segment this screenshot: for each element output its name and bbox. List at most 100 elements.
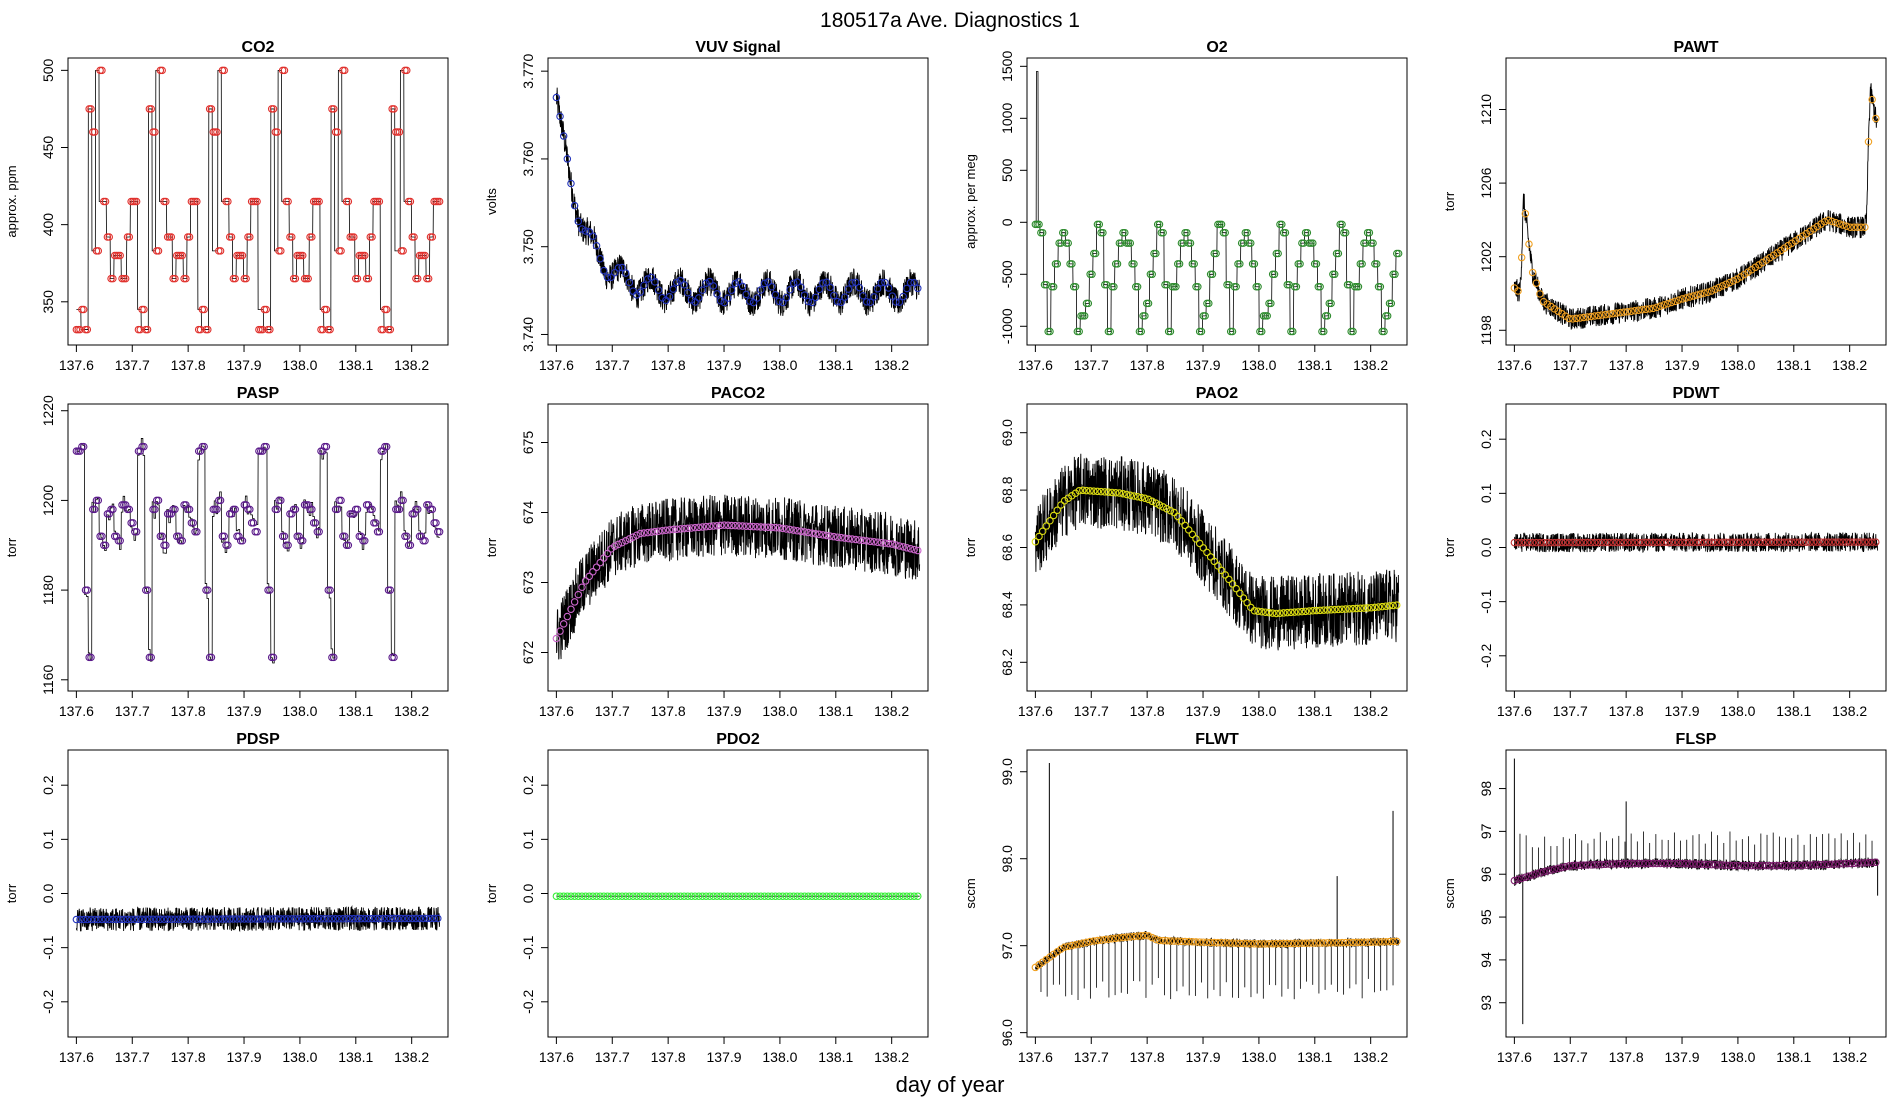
data-point [914,546,922,555]
data-point [1298,939,1306,948]
data-point [709,522,718,530]
y-tick-label: 69.0 [999,419,1015,446]
data-point [746,892,754,900]
data-point [1722,280,1730,288]
data-point [1660,538,1668,547]
data-point [216,496,225,505]
data-point [1868,858,1876,867]
data-point [1601,538,1610,547]
data-point [246,505,254,514]
x-tick-label: 137.8 [1609,703,1644,719]
data-point [1806,861,1814,869]
data-point [386,914,395,923]
x-tick-label: 138.2 [394,1049,429,1065]
data-point [1638,306,1646,314]
data-point [1243,939,1251,948]
data-point [855,283,864,292]
data-point [1579,861,1588,869]
figure-title: 180517a Ave. Diagnostics 1 [820,9,1080,32]
data-point [1634,306,1643,315]
data-point [1099,228,1107,237]
data-point [1598,538,1606,547]
data-point [1356,604,1365,613]
data-point [1046,327,1054,336]
data-point [277,247,285,255]
data-point [1853,223,1862,232]
data-point [866,537,875,546]
x-tick-label: 137.7 [1553,703,1588,719]
x-tick-label: 137.7 [595,357,630,373]
data-point [421,537,429,545]
data-point [716,521,725,530]
data-point [1653,538,1661,547]
data-point [105,915,113,924]
data-point [121,501,130,509]
data-point [731,279,740,288]
data-point [1689,292,1698,300]
data-point [1064,239,1072,247]
data-point [1857,223,1865,232]
data-point [196,915,205,923]
data-point [1205,299,1213,308]
data-point [1188,938,1197,946]
data-point [705,892,714,900]
data-point [1190,260,1198,268]
data-point [603,273,612,282]
data-point [1572,861,1581,870]
data-point [720,892,729,900]
data-point [895,542,904,550]
data-point [101,915,110,924]
data-point [386,586,395,594]
data-point [220,532,228,541]
data-point [1144,932,1153,940]
data-point [698,286,707,294]
data-point [906,278,915,287]
data-point [1660,859,1668,868]
data-point [1663,538,1672,547]
data-point [158,532,166,541]
data-point [1766,538,1774,546]
x-tick-label: 137.8 [171,703,206,719]
data-point [1232,283,1240,291]
data-point [563,155,572,163]
data-point [643,892,652,900]
panel-title: FLWT [1195,731,1239,748]
data-point [1289,327,1297,336]
data-point [556,892,564,900]
data-point [291,274,300,283]
data-point [72,915,81,924]
data-point [1270,270,1279,279]
data-point [811,529,820,538]
data-point [1707,538,1716,547]
data-point [160,915,168,923]
data-point [1685,860,1694,868]
x-tick-label: 137.6 [539,703,574,719]
data-point [789,279,798,287]
data-point [1715,283,1723,292]
panel-plot-area [552,892,922,900]
x-tick-label: 137.6 [59,1049,94,1065]
data-point [570,598,579,606]
data-point [1638,538,1646,547]
data-point [596,558,604,567]
data-point [888,540,896,548]
data-point [152,915,161,923]
data-point [309,915,318,923]
data-point [1371,938,1379,946]
data-point [1278,220,1286,229]
data-point [1609,309,1617,318]
data-point [112,532,121,541]
data-point [382,305,391,314]
data-point [1722,861,1730,869]
data-point [611,542,619,550]
data-point [833,297,842,306]
data-point [1627,307,1635,315]
panel-pdwt: PDWT torr 137.6 137.7 137.8 137.9 138.0 138.1 13… [1442,385,1887,719]
data-point [702,892,710,900]
data-point [413,274,422,283]
panel-ylabel: torr [963,537,978,557]
data-point [793,278,802,286]
y-tick-label: 0.0 [520,884,536,904]
data-point [1091,249,1100,258]
data-point [826,532,834,540]
